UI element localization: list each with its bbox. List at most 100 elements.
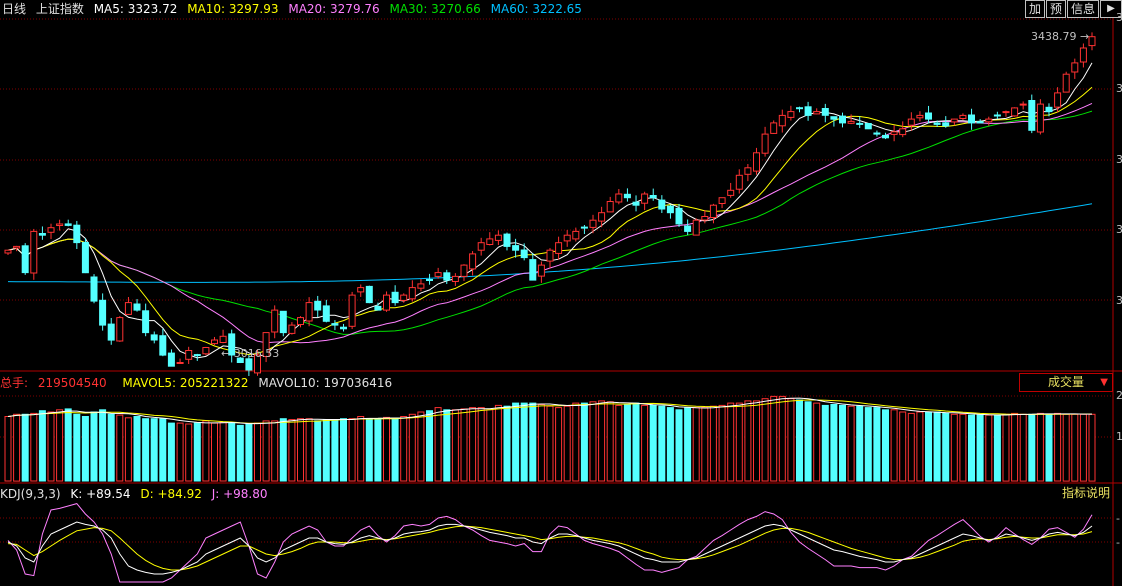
volume-bar <box>1028 413 1036 482</box>
volume-bar <box>408 413 416 482</box>
ma30-label: MA30: 3270.66 <box>389 2 481 16</box>
candle-body <box>942 122 950 127</box>
candle-body <box>357 287 365 293</box>
volume-bar <box>744 400 752 482</box>
volume-bar <box>30 412 38 482</box>
volume-total-label: 总手: 219504540 <box>0 376 113 390</box>
volume-bar <box>297 418 304 482</box>
candle-body <box>589 219 597 228</box>
candle-body <box>563 234 571 242</box>
candle-body <box>348 294 356 327</box>
volume-bar <box>925 411 932 482</box>
candle-body <box>761 133 769 154</box>
candle-body <box>443 272 451 281</box>
ma60-line <box>7 203 1093 283</box>
indicator-help-button[interactable]: 指标说明 <box>1061 486 1110 500</box>
volume-bar <box>38 410 46 482</box>
high-annotation: 3438.79 → <box>1031 30 1089 43</box>
volume-bar <box>47 411 55 482</box>
add-button[interactable]: 加 <box>1024 0 1045 18</box>
candle-body <box>555 242 563 254</box>
candle-body <box>167 352 175 367</box>
volume-bar <box>391 418 399 482</box>
candle-body <box>787 111 795 118</box>
ma10-label: MA10: 3297.93 <box>187 2 279 16</box>
volume-bar <box>632 402 640 482</box>
exit-icon[interactable]: ▶ <box>1100 0 1122 18</box>
volume-bar <box>968 414 975 482</box>
candle-body <box>709 204 717 218</box>
candle-body <box>778 114 786 127</box>
volume-bar <box>563 405 571 482</box>
dropdown-arrow-icon: ▼ <box>1100 377 1108 388</box>
candle-body <box>537 264 545 277</box>
volume-bar <box>1002 413 1010 482</box>
volume-bar <box>279 418 287 482</box>
volume-bar <box>572 402 580 482</box>
candle-body <box>400 294 408 301</box>
candle-body <box>374 305 382 311</box>
candle-body <box>899 128 907 136</box>
volume-y-tick: 2 <box>1116 389 1122 402</box>
candle-body <box>202 347 210 355</box>
volume-bar <box>1088 413 1096 482</box>
volume-bar <box>727 402 735 482</box>
volume-bar <box>899 411 907 482</box>
candle-body <box>21 245 29 274</box>
volume-bar <box>856 405 864 482</box>
volume-bar <box>81 416 89 482</box>
candle-body <box>81 242 89 274</box>
volume-bar <box>580 402 588 482</box>
volume-bar <box>494 404 502 482</box>
candle-body <box>426 279 433 281</box>
volume-bar <box>64 408 72 482</box>
candle-body <box>675 207 683 225</box>
volume-bar <box>322 419 330 482</box>
candle-body <box>546 249 554 262</box>
volume-bar <box>176 422 184 482</box>
volume-bar <box>211 422 218 482</box>
ma30-line <box>7 110 1093 335</box>
volume-bar <box>21 413 29 482</box>
volume-bar <box>873 407 881 482</box>
high-value: 3438.79 <box>1031 30 1077 43</box>
candle-body <box>882 134 889 139</box>
volume-bar <box>202 420 210 482</box>
volume-bar <box>1054 412 1062 482</box>
volume-bar <box>1071 413 1079 482</box>
volume-bar <box>56 409 64 482</box>
candle-body <box>297 317 304 326</box>
candle-body <box>56 223 64 226</box>
candle-body <box>976 121 984 124</box>
predict-button[interactable]: 预 <box>1045 0 1066 18</box>
candle-body <box>1062 73 1070 93</box>
volume-bar <box>503 405 511 482</box>
volume-total-value: 219504540 <box>37 376 107 390</box>
volume-bar <box>907 412 915 482</box>
candle-body <box>331 323 339 326</box>
candle-body <box>133 303 141 311</box>
volume-bar <box>1036 412 1044 482</box>
candle-body <box>176 362 184 364</box>
candle-body <box>796 107 803 110</box>
ma20-label: MA20: 3279.76 <box>288 2 380 16</box>
info-button[interactable]: 信息 <box>1066 0 1099 18</box>
candle-body <box>1002 111 1010 114</box>
kdj-title: KDJ(9,3,3) <box>0 487 61 501</box>
candle-body <box>1079 47 1087 63</box>
candle-body <box>4 249 12 254</box>
candle-body <box>692 219 700 236</box>
indicator-dropdown[interactable]: 成交量 ▼ <box>1019 373 1113 392</box>
candle-body <box>985 118 993 123</box>
candle-body <box>279 310 287 334</box>
low-value: 3016.53 <box>233 347 280 360</box>
candle-body <box>658 199 666 210</box>
candle-body <box>477 242 485 251</box>
candle-body <box>580 226 588 229</box>
candle-body <box>142 310 150 334</box>
candle-body <box>365 285 373 304</box>
candle-body <box>916 114 924 119</box>
volume-bar <box>167 422 175 482</box>
volume-legend: 总手: 219504540 MAVOL5: 205221322 MAVOL10:… <box>0 375 398 391</box>
volume-bar <box>658 405 666 482</box>
